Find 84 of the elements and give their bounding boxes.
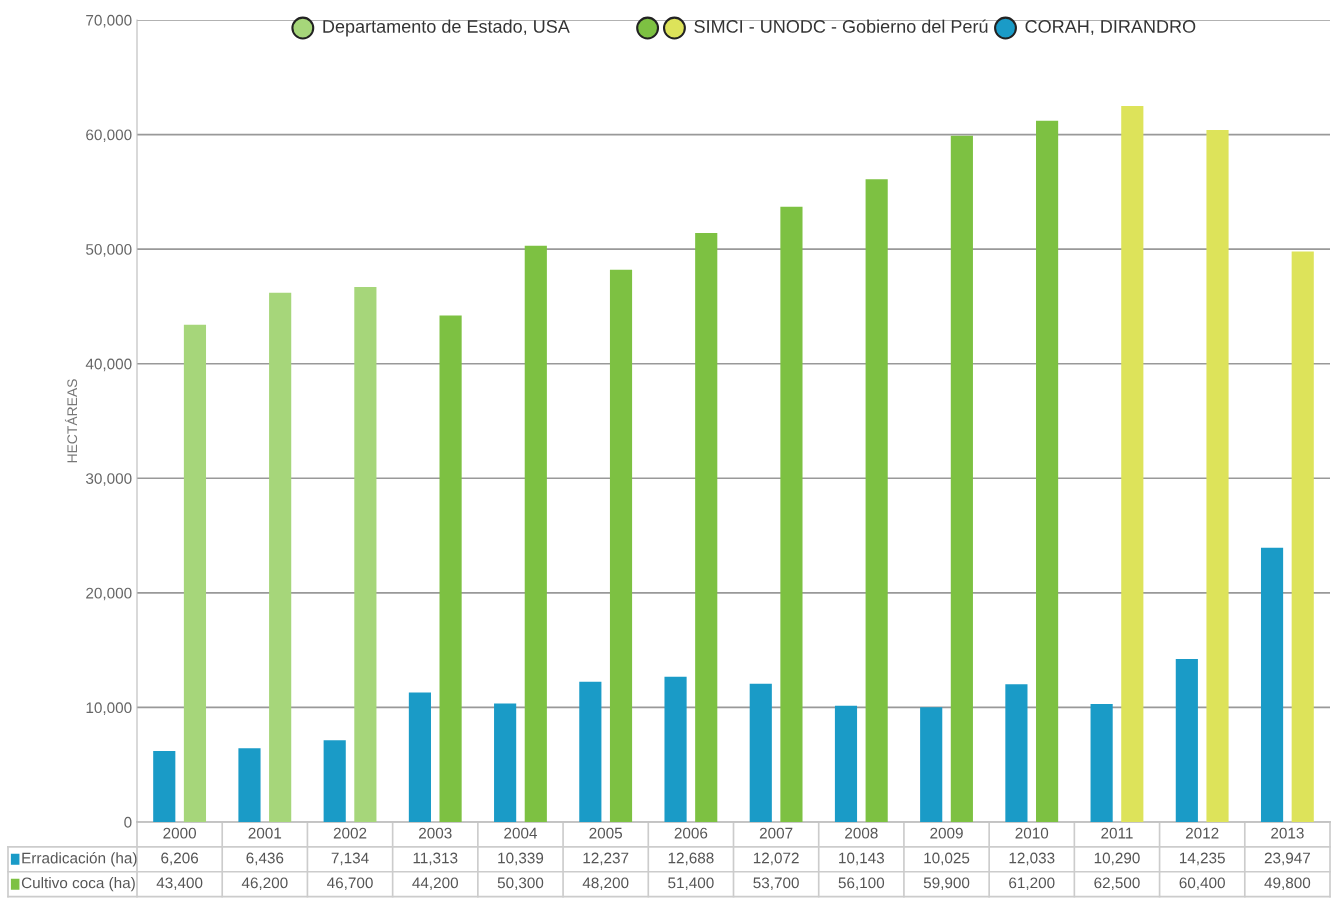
data-label: 50,300 [497,877,544,891]
data-label: 51,400 [668,877,714,891]
data-label: 12,033 [1009,852,1055,866]
y-tick-label: 40,000 [85,358,132,372]
annotation: SIMCI - UNODC - Gobierno del Perú [694,19,988,33]
legend-label: Cultivo coca (ha) [21,877,135,892]
data-label: 7,134 [331,852,369,866]
data-label: 11,313 [413,852,458,866]
bar [153,750,176,822]
y-tick-label: 10,000 [86,702,132,715]
data-label: 10,339 [498,852,544,866]
x-tick-label: 2003 [419,827,452,839]
bar [183,324,207,822]
data-label: 44,200 [412,877,459,891]
data-label: 10,143 [839,852,885,866]
x-tick-label: 2000 [163,827,196,839]
annotation: CORAH, DIRANDRO [1025,20,1196,35]
bar [408,692,431,822]
data-label: 6,436 [246,852,284,866]
data-label: 48,200 [582,877,629,891]
bar [834,705,858,822]
bar [749,683,772,822]
x-tick-label: 2001 [248,827,282,839]
bar [1090,704,1113,822]
data-label: 23,947 [1264,852,1310,866]
data-label: 53,700 [753,877,799,891]
x-tick-label: 2013 [1271,827,1304,839]
bar [439,315,462,822]
y-tick-label: 70,000 [86,14,132,28]
data-label: 10,025 [924,852,970,866]
bar [695,233,718,822]
x-tick-label: 2006 [674,827,708,839]
bar [1206,129,1229,822]
data-label: 6,206 [161,852,199,866]
x-tick-label: 2002 [333,827,367,839]
data-label: 59,900 [923,877,970,891]
bar [524,245,547,822]
y-axis-title: HECTÁREAS [64,379,78,463]
legend-label: Erradicación (ha) [22,852,137,867]
bar [920,707,943,822]
data-label: 43,400 [156,877,203,891]
bar [950,135,973,822]
bar [323,740,346,822]
data-label: 49,800 [1264,877,1311,891]
y-tick-label: 30,000 [86,473,132,486]
data-label: 14,235 [1179,852,1225,866]
bar [238,748,261,822]
bar [780,206,803,822]
y-tick-label: 0 [124,816,132,828]
data-label: 62,500 [1094,877,1140,891]
bar [494,703,517,822]
bar [269,292,292,822]
bar [664,676,687,822]
bar [579,681,602,822]
x-tick-label: 2010 [1015,827,1049,839]
data-label: 46,700 [327,877,373,891]
x-tick-label: 2005 [589,827,623,839]
bar [1260,547,1284,822]
y-tick-label: 60,000 [86,129,132,143]
data-label: 61,200 [1009,877,1055,891]
x-tick-label: 2008 [845,827,878,839]
data-label: 60,400 [1179,877,1225,891]
x-tick-label: 2004 [504,827,538,839]
bar [1005,684,1028,822]
data-label: 46,200 [241,877,288,891]
x-tick-label: 2012 [1185,827,1219,839]
bar [609,269,633,822]
data-label: 10,290 [1094,852,1140,866]
data-label: 56,100 [838,877,885,891]
y-tick-label: 50,000 [86,244,132,257]
bar [865,179,888,822]
data-label: 12,072 [753,852,799,866]
bar [1121,105,1144,822]
bar [1291,251,1314,822]
bar [354,286,377,822]
annotation: Departamento de Estado, USA [323,19,570,37]
x-tick-label: 2011 [1101,827,1133,839]
x-tick-label: 2007 [759,827,793,839]
data-label: 12,237 [583,852,629,866]
bar [1036,120,1059,822]
bar [1175,658,1198,822]
data-label: 12,688 [668,852,714,866]
y-tick-label: 20,000 [86,587,132,601]
x-tick-label: 2009 [930,827,963,839]
